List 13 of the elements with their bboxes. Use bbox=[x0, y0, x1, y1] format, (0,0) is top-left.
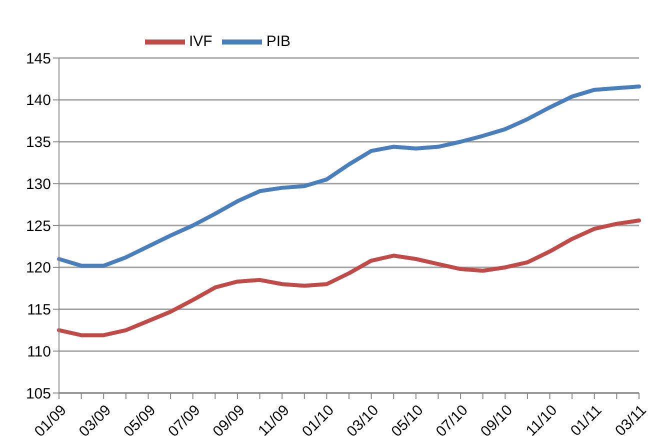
y-tick-label: 125 bbox=[26, 218, 51, 235]
y-tick-label: 110 bbox=[27, 343, 51, 360]
y-tick-label: 105 bbox=[26, 385, 51, 402]
y-tick-label: 145 bbox=[26, 50, 51, 68]
line-series bbox=[57, 84, 641, 268]
line-series bbox=[57, 218, 641, 338]
legend-label: IVF bbox=[189, 32, 212, 50]
y-tick-label: 135 bbox=[26, 134, 51, 152]
y-tick-label: 140 bbox=[26, 92, 51, 110]
y-tick-label: 130 bbox=[26, 176, 51, 193]
y-tick-label: 120 bbox=[26, 260, 51, 277]
legend-label: PIB bbox=[266, 32, 291, 50]
y-tick-label: 115 bbox=[27, 302, 51, 319]
